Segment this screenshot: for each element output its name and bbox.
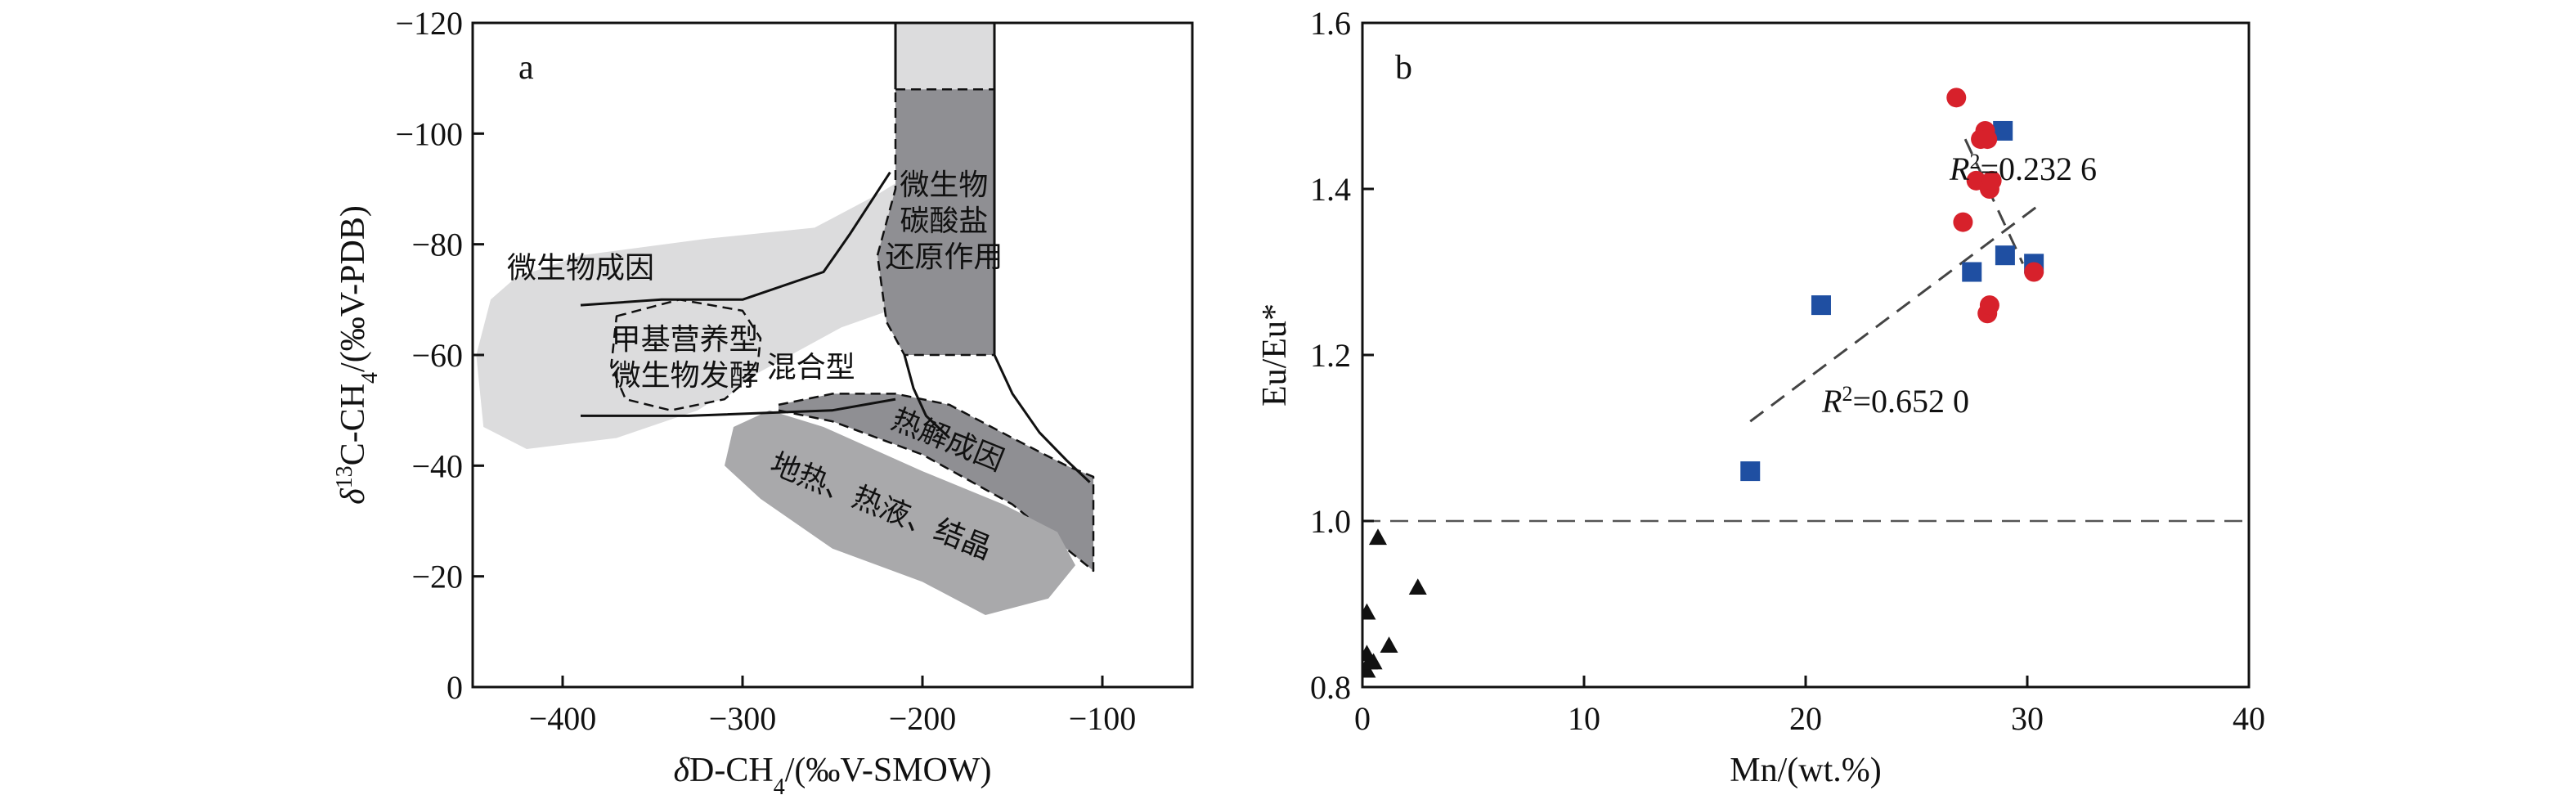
triangle-point <box>1380 636 1398 654</box>
square-point <box>1811 295 1831 316</box>
y-tick-label: 0.8 <box>1310 669 1351 706</box>
x-tick-label: 30 <box>2011 700 2044 737</box>
region-label: 混合型 <box>767 351 855 384</box>
y-tick-label: −60 <box>411 337 463 374</box>
triangle-point <box>1362 603 1376 620</box>
panel-b-x-axis-title: Mn/(wt.%) <box>1730 752 1881 789</box>
y-tick-label: −80 <box>411 227 463 263</box>
panel-b: 0 10 20 30 40 0.8 1.0 1.2 1.4 1.6 b Mn/(wt.%) Eu/… <box>1256 5 2265 789</box>
boundary-line <box>903 354 951 439</box>
trendline <box>1963 138 2024 264</box>
region-label: 微生物成因 <box>507 251 654 285</box>
square-point <box>1962 262 1982 282</box>
y-tick-label: 1.2 <box>1310 337 1351 374</box>
panel-a-y-axis-title: δ13C-CH4/(‰V-PDB) <box>332 205 383 505</box>
square-point <box>1740 461 1761 482</box>
y-tick-label: −20 <box>411 559 463 595</box>
y-tick-label: −40 <box>411 447 463 484</box>
panel-a-boundaries <box>580 23 1091 483</box>
x-tick-label: −100 <box>1069 700 1137 737</box>
region-4 <box>725 410 1075 615</box>
y-tick-label: −120 <box>395 5 463 42</box>
circle-point <box>1946 88 1967 108</box>
panel-b-plot-area <box>1362 88 2249 678</box>
x-tick-label: 0 <box>1354 700 1371 737</box>
circle-point <box>1981 170 2002 191</box>
panel-b-frame <box>1361 21 2251 689</box>
y-tick-label: 0 <box>447 669 463 706</box>
triangle-point <box>1408 578 1427 595</box>
boundary-line <box>580 171 891 307</box>
triangle-point <box>1368 528 1387 546</box>
panel-b-y-axis-title: Eu/Eu* <box>1256 303 1294 406</box>
circle-point <box>1977 129 1998 150</box>
region-5 <box>895 23 994 90</box>
panel-a: −400 −300 −200 −100 0 −20 −40 −60 −80 −100 −120 微生… <box>332 5 1194 800</box>
x-tick-label: 10 <box>1568 700 1600 737</box>
boundary-line <box>993 23 1091 483</box>
y-tick-label: 1.6 <box>1310 5 1351 42</box>
triangle-point <box>1364 653 1383 670</box>
x-tick-label: −200 <box>889 700 957 737</box>
x-tick-label: −400 <box>529 700 597 737</box>
x-tick-label: 20 <box>1789 700 1822 737</box>
y-tick-label: −100 <box>395 115 463 152</box>
y-tick-label: 1.4 <box>1310 171 1351 208</box>
boundary-line <box>581 398 896 417</box>
panel-a-regions <box>476 23 1095 615</box>
panel-a-x-axis-title: δD-CH4/(‰V-SMOW) <box>674 752 992 800</box>
region-label: 甲基营养型微生物发酵 <box>612 323 759 393</box>
trendline <box>1749 204 2040 423</box>
panel-a-axis: −400 −300 −200 −100 0 −20 −40 −60 −80 −100 −120 <box>395 5 1136 737</box>
square-point <box>1995 245 2015 266</box>
trendline-label-red: R2=0.232 6 <box>1949 150 2097 188</box>
circle-point <box>1953 212 1973 232</box>
panel-b-axis: 0 10 20 30 40 0.8 1.0 1.2 1.4 1.6 <box>1310 5 2265 737</box>
panel-a-label: a <box>518 49 534 87</box>
panel-b-label: b <box>1395 49 1412 87</box>
trendline-label-blue: R2=0.652 0 <box>1821 382 1969 420</box>
circle-point <box>1979 295 1999 316</box>
region-1 <box>610 299 762 411</box>
region-label: 微生物碳酸盐还原作用 <box>885 168 1003 274</box>
x-tick-label: 40 <box>2233 700 2265 737</box>
y-tick-label: 1.0 <box>1310 503 1351 540</box>
circle-point <box>2024 262 2044 282</box>
x-tick-label: −300 <box>709 700 777 737</box>
